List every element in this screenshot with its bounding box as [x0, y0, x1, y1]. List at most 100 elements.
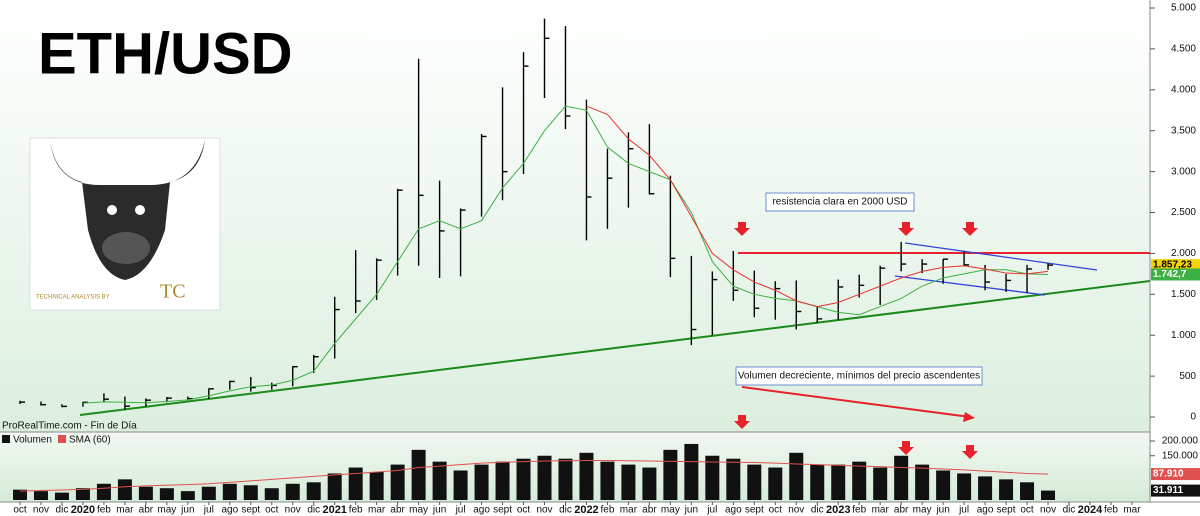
x-tick-label: sept	[745, 505, 764, 516]
arrows	[734, 222, 978, 459]
value-label-box	[1151, 268, 1200, 281]
x-tick-label: ago	[473, 505, 490, 516]
volume-bar	[96, 483, 111, 500]
x-tick-label: dic	[56, 505, 69, 516]
volume-bar	[768, 467, 783, 500]
value-label-box	[1151, 468, 1200, 481]
volume-bar	[432, 461, 447, 500]
volume-bar	[600, 461, 615, 500]
volume-bar	[915, 464, 930, 500]
x-tick-label: mar	[872, 505, 890, 516]
annotation: Volumen decreciente, mínimos del precio …	[738, 371, 980, 382]
volume-bar	[621, 464, 636, 500]
x-tick-label: jun	[432, 505, 446, 516]
channel-line	[894, 275, 1046, 296]
x-tick-label: mar	[1123, 505, 1141, 516]
chart-title: ETH/USD	[38, 21, 293, 86]
legend-label: Volumen	[13, 435, 52, 446]
x-tick-label: jun	[180, 505, 194, 516]
annotation: resistencia clara en 2000 USD	[772, 197, 907, 208]
volume-bar	[117, 479, 132, 500]
x-tick-label: oct	[769, 505, 783, 516]
volume-bar	[75, 488, 90, 500]
value-label: 87.910	[1153, 469, 1184, 480]
x-tick-label: mar	[116, 505, 134, 516]
x-tick-label: may	[409, 505, 428, 516]
volume-bar	[894, 455, 909, 500]
channel-line	[904, 242, 1098, 271]
y-tick-label: 150.000	[1162, 450, 1199, 461]
volume-bar	[33, 491, 48, 500]
x-tick-label: nov	[33, 505, 49, 516]
x-tick-label: oct	[1020, 505, 1034, 516]
volume-bar	[558, 458, 573, 500]
volume-bar	[705, 455, 720, 500]
volume-bar	[852, 461, 867, 500]
x-tick-label: dic	[1063, 505, 1076, 516]
x-tick-label: nov	[536, 505, 552, 516]
legend-swatch	[58, 435, 66, 443]
volume-bar	[138, 486, 153, 500]
x-tick-label: abr	[642, 505, 657, 516]
y-tick-label: 1.000	[1171, 330, 1196, 341]
x-tick-label: 2020	[71, 504, 95, 516]
volume-bar	[789, 452, 804, 500]
x-tick-label: jun	[935, 505, 949, 516]
support-trendline	[79, 280, 1151, 416]
x-tick-label: dic	[811, 505, 824, 516]
y-tick-label: 500	[1179, 371, 1196, 382]
volume-bar	[264, 488, 279, 500]
x-tick-label: feb	[349, 505, 363, 516]
axis-area	[1150, 0, 1200, 516]
volume-bar	[474, 464, 489, 500]
x-tick-label: nov	[788, 505, 804, 516]
y-tick-label: 3.500	[1171, 125, 1196, 136]
x-tick-label: sept	[493, 505, 512, 516]
logo-caption: TECHNICAL ANALYSIS BY	[36, 295, 110, 301]
volume-bar	[831, 464, 846, 500]
volume-bar	[873, 467, 888, 500]
y-tick-label: 2.000	[1171, 248, 1196, 259]
volume-bar	[495, 461, 510, 500]
x-tick-label: jul	[455, 505, 466, 516]
volume-bar	[180, 491, 195, 500]
annotation-box	[735, 366, 983, 386]
legend-swatch	[2, 435, 10, 443]
x-tick-label: 2022	[574, 504, 598, 516]
x-tick-label: mar	[620, 505, 638, 516]
volume-bar	[957, 473, 972, 500]
x-tick-label: may	[661, 505, 680, 516]
x-tick-label: 2021	[322, 504, 346, 516]
volume-bar	[159, 488, 174, 500]
volume-bar	[201, 486, 216, 500]
volume-bar	[411, 449, 426, 500]
x-tick-label: may	[913, 505, 932, 516]
x-tick-label: ago	[725, 505, 742, 516]
x-tick-label: oct	[517, 505, 531, 516]
x-tick-label: abr	[894, 505, 909, 516]
x-tick-label: jul	[203, 505, 214, 516]
value-label: 1.742,7	[1153, 269, 1187, 280]
volume-bar	[348, 467, 363, 500]
y-tick-label: 5.000	[1171, 3, 1196, 14]
x-tick-label: mar	[368, 505, 386, 516]
x-tick-label: feb	[1104, 505, 1118, 516]
volume-bar	[306, 482, 321, 500]
line	[82, 105, 1049, 404]
x-tick-label: ago	[221, 505, 238, 516]
y-tick-label: 4.500	[1171, 44, 1196, 55]
x-tick-label: ago	[977, 505, 994, 516]
y-tick-label: 0	[1190, 412, 1196, 423]
x-tick-label: jul	[958, 505, 969, 516]
value-label-box	[1151, 259, 1200, 272]
volume-bar	[243, 485, 258, 500]
volume-bar	[810, 464, 825, 500]
annotation-box	[765, 192, 915, 212]
y-tick-label: 1.500	[1171, 289, 1196, 300]
volume-bar	[54, 492, 69, 500]
y-tick-label: 2.500	[1171, 207, 1196, 218]
volume-bar	[579, 452, 594, 500]
source: ProRealTime.com - Fin de Día	[2, 421, 137, 432]
value-label: 1.857,23	[1153, 260, 1192, 271]
